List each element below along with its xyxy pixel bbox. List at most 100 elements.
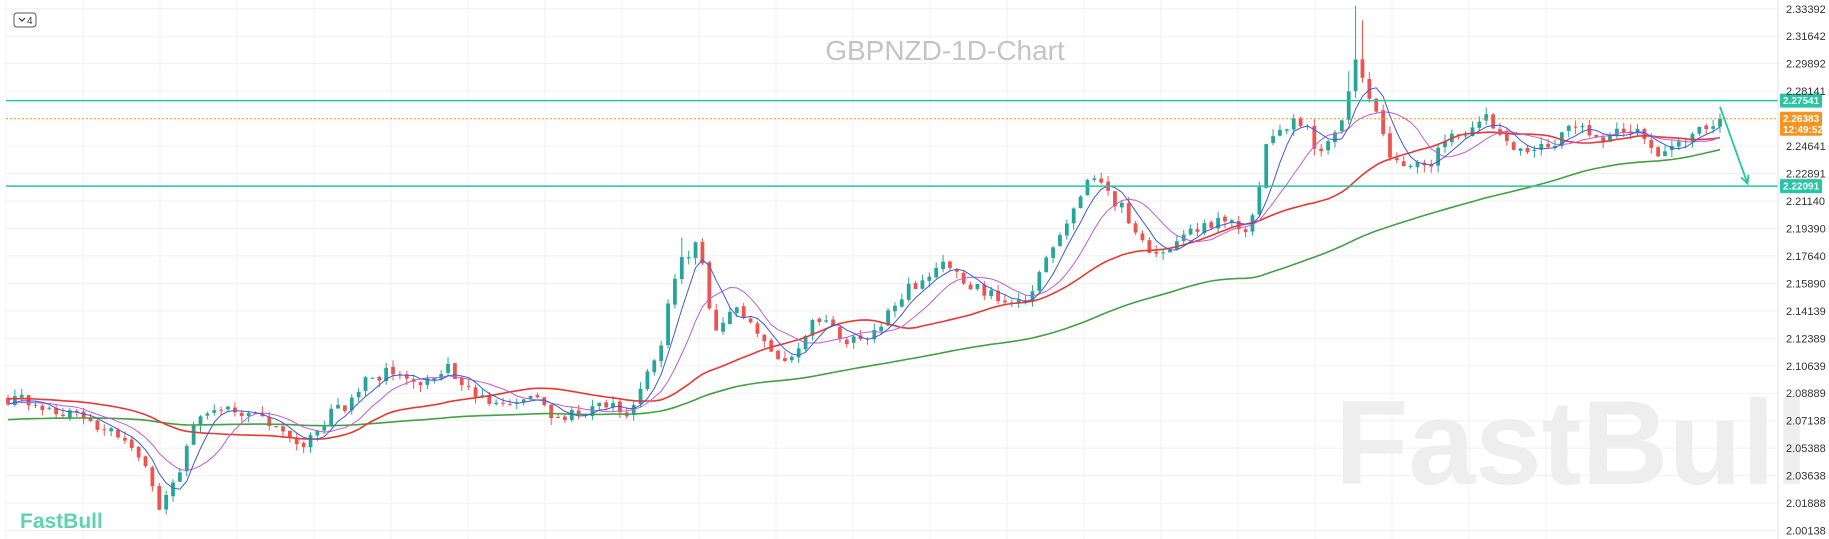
candle-body — [47, 407, 52, 409]
candle-body — [177, 472, 182, 482]
interval-badge[interactable]: 4 — [13, 12, 37, 28]
candle-body — [810, 320, 815, 336]
candle-body — [1188, 228, 1193, 235]
candle-body — [1470, 127, 1475, 136]
candle-body — [934, 267, 939, 278]
candle-body — [1388, 133, 1392, 158]
y-tick-label: 2.31642 — [1786, 31, 1826, 43]
candle-body — [1113, 191, 1117, 207]
candle-body — [1003, 300, 1007, 303]
candle-body — [611, 402, 615, 408]
candle-body — [769, 340, 774, 352]
candle-body — [1518, 148, 1523, 151]
y-tick-label: 2.05388 — [1786, 443, 1826, 455]
candle-body — [404, 374, 409, 379]
candle-body — [899, 299, 904, 307]
candle-body — [714, 309, 719, 331]
candle-body — [480, 395, 485, 397]
y-tick-label: 2.19390 — [1786, 223, 1826, 235]
candle-body — [1443, 141, 1447, 148]
candle-body — [384, 367, 389, 382]
candle-body — [652, 360, 657, 373]
candle-body — [102, 429, 107, 431]
chart-grid — [5, 0, 1778, 539]
candle-body — [301, 442, 306, 448]
y-tick-label: 2.08889 — [1786, 388, 1826, 400]
candle-body — [989, 290, 994, 297]
candle-body — [1381, 110, 1385, 135]
projection-arrow-head — [1740, 174, 1750, 186]
candle-body — [1580, 125, 1585, 128]
candle-body — [1291, 118, 1296, 130]
candle-body — [356, 391, 361, 398]
candle-body — [1532, 149, 1537, 152]
y-tick-label: 2.22891 — [1786, 169, 1826, 181]
candle-body — [563, 416, 567, 421]
candle-body — [1051, 247, 1055, 258]
y-tick-label: 2.33392 — [1786, 4, 1826, 16]
candle-body — [1608, 134, 1612, 142]
candle-body — [1044, 257, 1049, 273]
candle-body — [638, 388, 643, 405]
candle-body — [968, 284, 973, 290]
y-tick-label: 2.29892 — [1786, 59, 1826, 71]
candle-body — [453, 363, 457, 380]
y-tick-label: 2.21140 — [1786, 196, 1825, 208]
y-tick-label: 2.17640 — [1786, 251, 1826, 263]
candle-body — [1697, 126, 1702, 134]
level-tag — [1780, 179, 1822, 194]
candle-body — [679, 257, 684, 280]
candle-body — [1085, 180, 1090, 196]
candle-body — [1195, 229, 1200, 232]
watermark-text: FastBull — [1335, 376, 1808, 510]
candle-body — [755, 323, 760, 334]
candle-body — [1016, 299, 1021, 304]
candle-body — [1401, 161, 1406, 167]
candle-body — [597, 402, 602, 407]
candle-body — [322, 426, 327, 431]
level-tag-label: 2.27541 — [1783, 96, 1820, 107]
candle-body — [109, 428, 114, 432]
candle-body — [1374, 98, 1379, 112]
candle-body — [1216, 217, 1220, 229]
candle-body — [1078, 196, 1083, 208]
current-price-tag — [1780, 111, 1822, 136]
candle-body — [1284, 129, 1289, 131]
candle-body — [721, 322, 725, 332]
candle-body — [487, 395, 492, 404]
candle-body — [143, 456, 148, 467]
candle-body — [528, 396, 533, 400]
y-tick-label: 2.14139 — [1786, 306, 1826, 318]
candle-body — [1573, 126, 1578, 128]
candle-body — [886, 310, 890, 326]
candle-body — [521, 399, 526, 403]
ma-mid-line — [7, 111, 1721, 471]
projection-arrow — [1719, 106, 1749, 184]
candle-body — [1140, 233, 1145, 240]
candle-body — [1202, 223, 1207, 234]
candle-body — [1436, 147, 1440, 166]
countdown-label: 12:49:52 — [1783, 125, 1823, 136]
candle-body — [370, 377, 375, 379]
candle-body — [198, 416, 203, 426]
candle-body — [74, 410, 79, 413]
candle-body — [54, 407, 59, 415]
candle-body — [473, 387, 478, 397]
candle-body — [1271, 136, 1275, 143]
candle-body — [1168, 249, 1172, 253]
candle-body — [1154, 251, 1159, 254]
candle-body — [281, 426, 285, 432]
candle-body — [590, 406, 595, 417]
candle-body — [913, 283, 918, 289]
level-tag — [1780, 93, 1822, 108]
candle-body — [1243, 229, 1248, 233]
candle-body — [1676, 141, 1681, 147]
candle-body — [329, 408, 334, 426]
candle-body — [734, 307, 739, 314]
candle-body — [1690, 133, 1695, 142]
candle-body — [1209, 222, 1214, 228]
candle-body — [728, 311, 732, 325]
candle-body — [1621, 128, 1626, 133]
